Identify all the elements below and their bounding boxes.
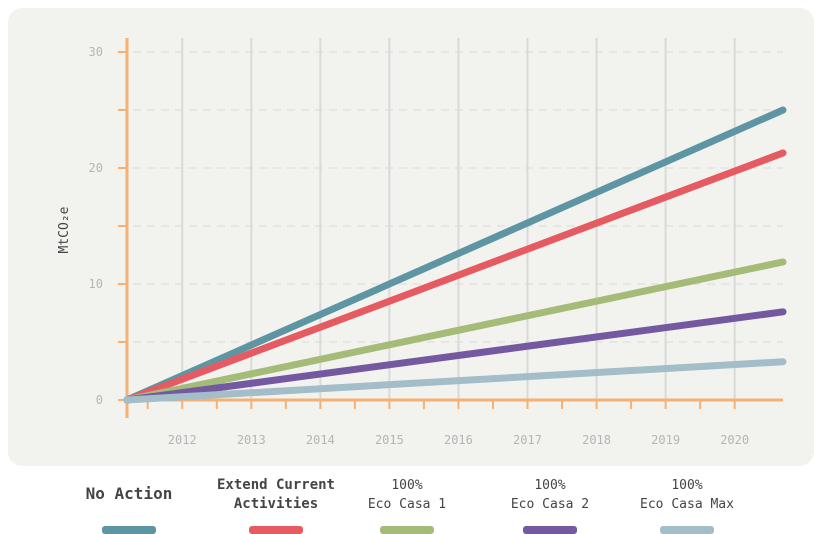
ticks: 0 10 20 30 2012 2013 2014 2015 2016 2017 2018 2019 2… [89, 45, 750, 447]
x-tick-label-2013: 2013 [237, 433, 266, 447]
line-chart: 0 10 20 30 2012 2013 2014 2015 2016 2017 2018 2019 2… [57, 38, 787, 447]
series-lines [123, 106, 787, 404]
legend-label: No Action [85, 484, 173, 503]
y-tick-label-0: 0 [96, 393, 103, 407]
legend-swatch [380, 526, 434, 534]
axes [125, 38, 783, 418]
series-line-2 [123, 258, 787, 404]
x-tick-label-2018: 2018 [582, 433, 611, 447]
y-tick-label-20: 20 [89, 161, 103, 175]
series-line-4 [123, 358, 787, 404]
legend-item-4: 100% Eco Casa Max [617, 476, 757, 534]
x-tick-label-2016: 2016 [444, 433, 473, 447]
x-tick-label-2017: 2017 [513, 433, 542, 447]
x-tick-label-2015: 2015 [375, 433, 404, 447]
legend-item-3: 100% Eco Casa 2 [480, 476, 620, 534]
series-line-0 [123, 106, 787, 404]
legend-item-1: Extend Current Activities [206, 476, 346, 534]
y-tick-label-10: 10 [89, 277, 103, 291]
legend-label: 100% Eco Casa Max [640, 478, 734, 512]
series-line-3 [123, 308, 787, 404]
legend-swatch [249, 526, 303, 534]
y-axis-label: MtCO₂e [57, 206, 72, 253]
legend-label: Extend Current Activities [216, 477, 335, 512]
legend-swatch [523, 526, 577, 534]
legend-swatch [660, 526, 714, 534]
legend-swatch [102, 526, 156, 534]
x-tick-label-2012: 2012 [168, 433, 197, 447]
x-tick-label-2019: 2019 [651, 433, 680, 447]
legend-label: 100% Eco Casa 2 [510, 478, 590, 512]
x-tick-label-2020: 2020 [720, 433, 749, 447]
legend-item-2: 100% Eco Casa 1 [337, 476, 477, 534]
legend: No Action Extend Current Activities 100% E… [0, 476, 814, 534]
legend-item-0: No Action [59, 476, 199, 534]
grid [133, 38, 783, 400]
y-tick-label-30: 30 [89, 45, 103, 59]
series-line-1 [123, 149, 787, 404]
x-tick-label-2014: 2014 [306, 433, 335, 447]
legend-label: 100% Eco Casa 1 [367, 478, 447, 512]
